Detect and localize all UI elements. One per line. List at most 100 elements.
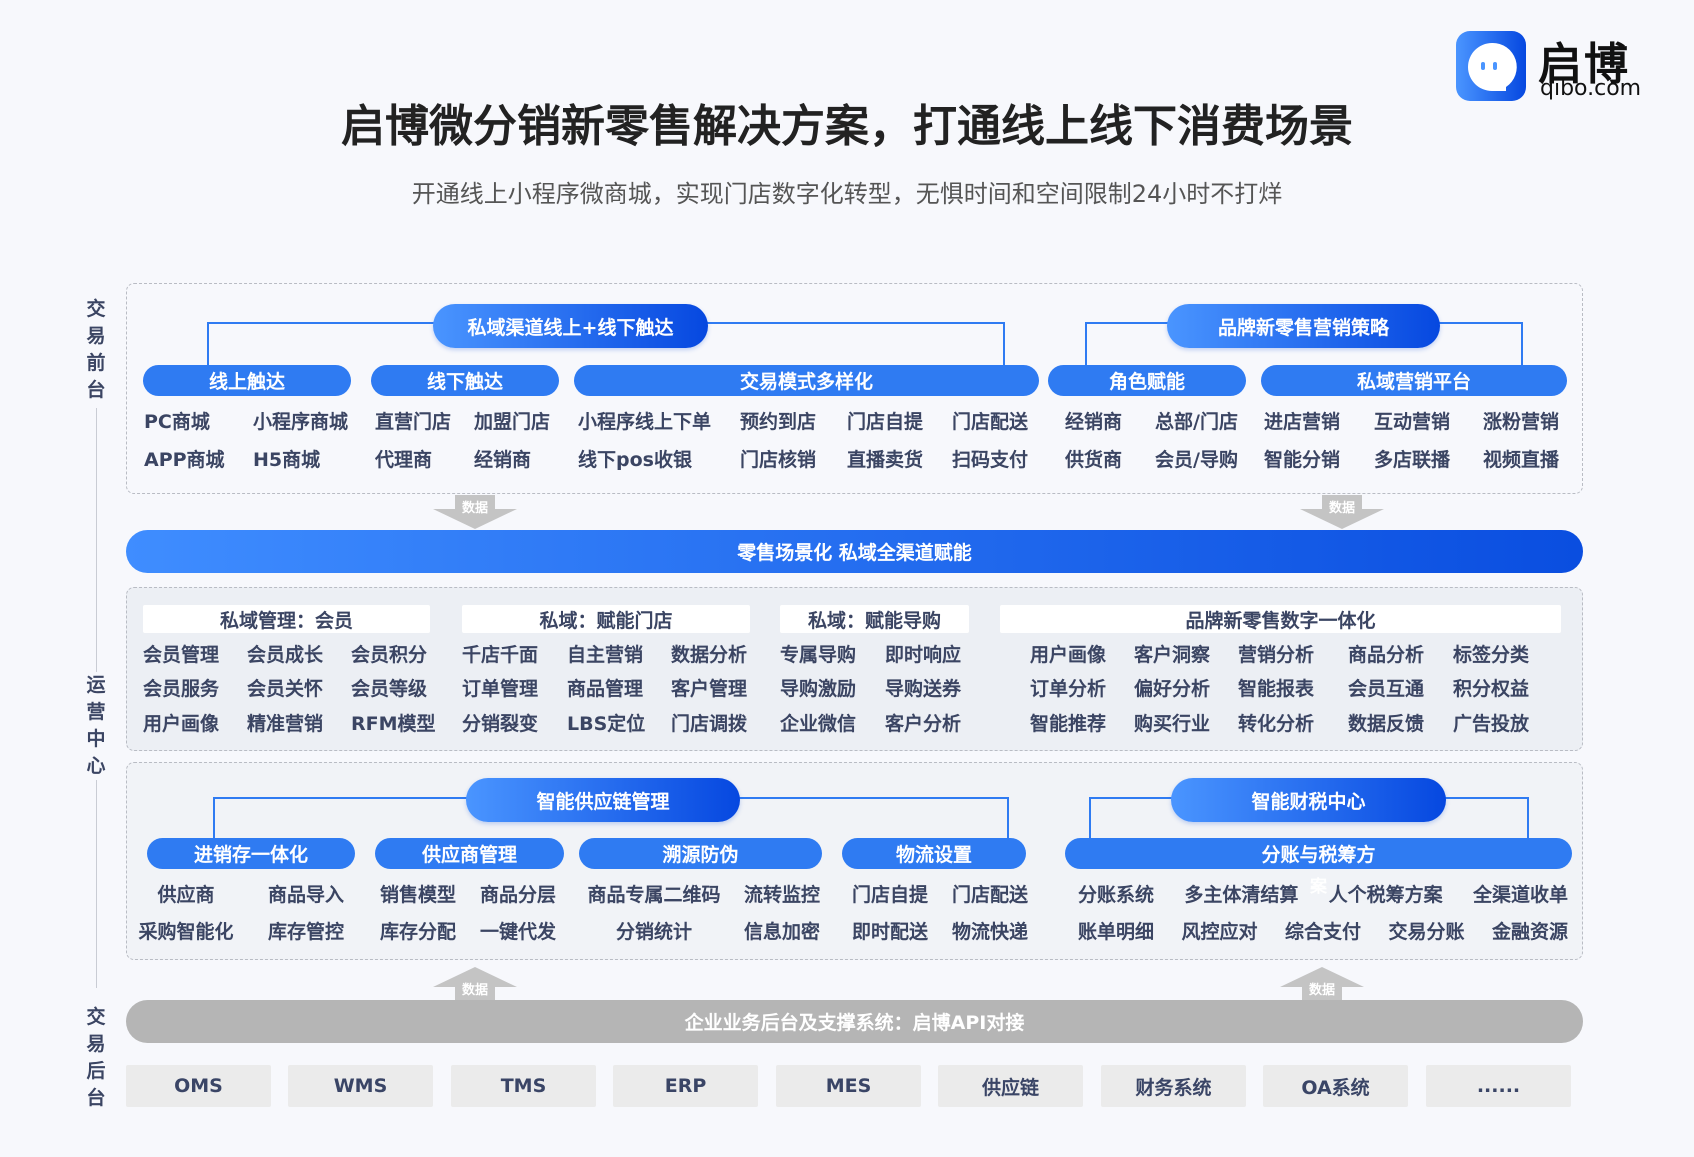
connector	[1521, 322, 1523, 366]
connector	[1085, 322, 1087, 366]
list-item: 预约到店	[740, 410, 817, 433]
list-item: 即时响应	[885, 643, 962, 666]
system-more: ......	[1426, 1065, 1571, 1107]
item-grid: PC商城 小程序商城 APP商城 H5商城	[144, 401, 363, 477]
list-item: 门店自提	[847, 410, 924, 433]
list-item: LBS定位	[567, 712, 646, 735]
item-grid: 分账系统 多主体清结算 人个税筹方案 全渠道收单 账单明细 风控应对 综合支付 交易分账 金融资…	[1078, 875, 1568, 949]
list-item: 门店核销	[740, 448, 817, 471]
list-item: 分销统计	[615, 921, 692, 943]
list-item: 多店联播	[1374, 448, 1451, 471]
list-item: 供货商	[1065, 448, 1123, 471]
group-title: 交易模式多样化	[574, 365, 1039, 396]
list-item: PC商城	[144, 410, 210, 433]
item-row: 分账系统 多主体清结算 人个税筹方案 全渠道收单	[1078, 875, 1568, 912]
group-title: 私域营销平台	[1261, 365, 1567, 396]
list-item: 门店配送	[951, 884, 1028, 906]
group-header: 私域：赋能门店	[462, 605, 750, 633]
list-item: 代理商	[375, 448, 433, 471]
system-oms: OMS	[126, 1065, 271, 1107]
list-item: 分销裂变	[462, 712, 539, 735]
list-item: 会员积分	[351, 643, 428, 666]
group-header: 私域：赋能导购	[780, 605, 969, 633]
data-arrow-down: 数据	[1300, 495, 1384, 529]
list-item: 客户分析	[885, 712, 962, 735]
system-erp: ERP	[613, 1065, 758, 1107]
list-item: 账单明细	[1078, 921, 1155, 943]
group-header: 私域管理：会员	[143, 605, 430, 633]
list-item: 智能报表	[1238, 678, 1315, 701]
list-item: 购买行业	[1134, 712, 1211, 735]
list-item: 经销商	[1065, 410, 1123, 433]
list-item: 金融资源	[1491, 921, 1568, 943]
list-item: 经销商	[474, 448, 532, 471]
list-item: 导购激励	[780, 678, 857, 701]
list-item: 千店千面	[462, 643, 539, 666]
list-item: 扫码支付	[952, 448, 1029, 471]
list-item: 会员管理	[143, 643, 220, 666]
qibo-logo-icon	[1456, 31, 1526, 101]
backend-bar: 企业业务后台及支撑系统：启博API对接	[126, 1000, 1583, 1043]
list-item: 信息加密	[743, 921, 820, 943]
item-grid: 商品专属二维码 流转监控 分销统计 信息加密	[581, 875, 837, 949]
list-item: 商品导入	[267, 884, 344, 906]
page-subtitle: 开通线上小程序微商城，实现门店数字化转型，无惧时间和空间限制24小时不打烊	[411, 180, 1283, 208]
list-item: 涨粉营销	[1483, 410, 1560, 433]
list-item: 导购送券	[885, 678, 962, 701]
list-item: 门店调拨	[671, 712, 748, 735]
page-title: 启博微分销新零售解决方案，打通线上线下消费场景	[341, 101, 1353, 152]
list-item: RFM模型	[351, 712, 436, 735]
system-wms: WMS	[288, 1065, 433, 1107]
connector	[1527, 797, 1529, 839]
item-grid: 进店营销 互动营销 涨粉营销 智能分销 多店联播 视频直播	[1264, 401, 1593, 477]
list-item: 门店自提	[851, 884, 928, 906]
list-item: 用户画像	[1030, 643, 1107, 666]
list-item: 销售模型	[379, 884, 456, 906]
list-item: 总部/门店	[1155, 410, 1238, 433]
list-item: 精准营销	[247, 712, 324, 735]
data-arrow-up: 数据	[1280, 967, 1364, 1001]
list-item: 库存管控	[267, 921, 344, 943]
logo-name: 启博	[1538, 39, 1630, 90]
list-item: 门店配送	[952, 410, 1029, 433]
title-overflow-char: 案	[1310, 877, 1327, 897]
list-item: 多主体清结算	[1184, 884, 1299, 906]
list-item: 企业微信	[780, 712, 857, 735]
list-item: 视频直播	[1483, 448, 1560, 471]
list-item: 会员互通	[1348, 678, 1425, 701]
list-item: 数据分析	[671, 643, 748, 666]
list-item: 会员/导购	[1155, 448, 1238, 471]
list-item: 会员关怀	[247, 678, 324, 701]
list-item: 物流快递	[951, 921, 1028, 943]
list-item: 数据反馈	[1348, 712, 1425, 735]
list-item: 人个税筹方案	[1328, 884, 1443, 906]
list-item: 线下pos收银	[578, 448, 692, 471]
connector	[1089, 797, 1091, 839]
list-item: 交易分账	[1388, 921, 1465, 943]
item-grid: 会员管理 会员成长 会员积分 会员服务 会员关怀 会员等级 用户画像 精准营销 RFM模型	[143, 636, 455, 740]
system-oa: OA系统	[1263, 1065, 1408, 1107]
connector	[1007, 797, 1009, 839]
item-grid: 门店自提 门店配送即时配送 物流快递	[840, 875, 1040, 949]
pill-brand-marketing: 品牌新零售营销策略	[1167, 304, 1440, 348]
system-finance: 财务系统	[1101, 1065, 1246, 1107]
system-tms: TMS	[451, 1065, 596, 1107]
list-item: 偏好分析	[1134, 678, 1211, 701]
connector	[213, 797, 215, 839]
list-item: 转化分析	[1238, 712, 1315, 735]
side-label-front: 交易前台	[86, 298, 106, 401]
list-item: 智能推荐	[1030, 712, 1107, 735]
list-item: 采购智能化	[138, 921, 234, 943]
group-header: 品牌新零售数字一体化	[1000, 605, 1561, 633]
list-item: 会员等级	[351, 678, 428, 701]
list-item: 订单管理	[462, 678, 539, 701]
pill-finance-tax: 智能财税中心	[1171, 778, 1446, 822]
list-item: 专属导购	[780, 643, 857, 666]
list-item: 供应商	[157, 884, 215, 906]
list-item: 即时配送	[851, 921, 928, 943]
list-item: 互动营销	[1374, 410, 1451, 433]
logo-domain: qibo.com	[1540, 76, 1642, 101]
pill-supply-chain: 智能供应链管理	[466, 778, 740, 822]
list-item: 订单分析	[1030, 678, 1107, 701]
data-arrow-up: 数据	[433, 967, 517, 1001]
